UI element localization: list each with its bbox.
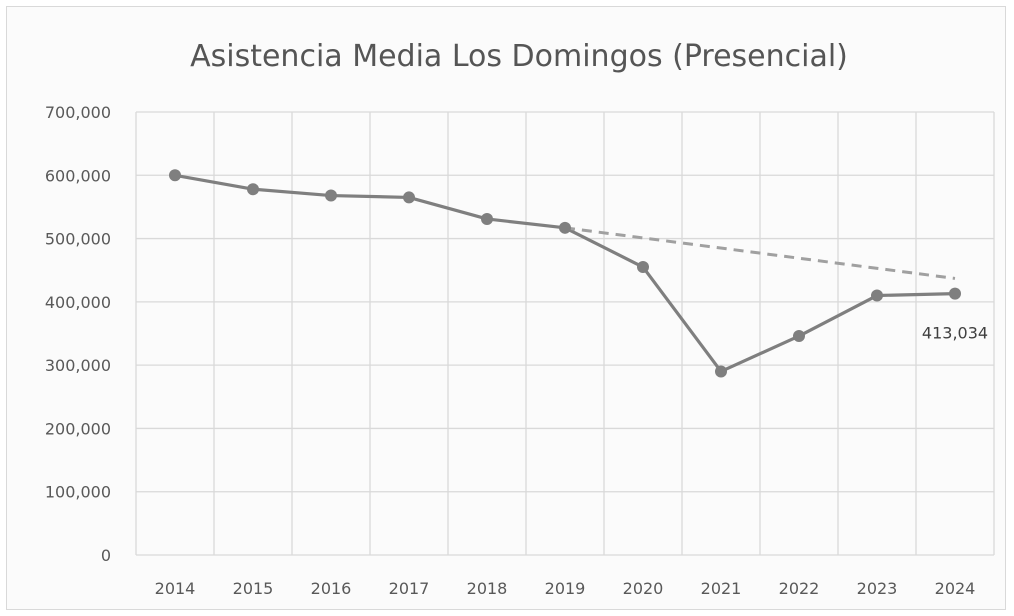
data-point bbox=[559, 221, 571, 234]
chart-frame bbox=[6, 6, 1006, 610]
y-tick-label: 300,000 bbox=[45, 356, 111, 375]
y-tick-label: 100,000 bbox=[45, 483, 111, 502]
data-point bbox=[169, 169, 181, 182]
x-tick-label: 2015 bbox=[233, 579, 274, 598]
y-tick-label: 400,000 bbox=[45, 293, 111, 312]
data-point bbox=[481, 212, 493, 225]
x-tick-label: 2014 bbox=[155, 579, 196, 598]
data-labels: 413,034 bbox=[922, 324, 988, 343]
y-tick-label: 700,000 bbox=[45, 103, 111, 122]
x-axis-ticks: 2014 2015 2016 2017 2018 2019 2020 2021 2022 2023… bbox=[155, 579, 976, 598]
data-point bbox=[403, 191, 415, 204]
chart-title: Asistencia Media Los Domingos (Presencia… bbox=[190, 39, 848, 74]
data-point bbox=[949, 287, 961, 300]
gridlines bbox=[135, 111, 995, 556]
x-tick-label: 2017 bbox=[389, 579, 430, 598]
y-tick-label: 500,000 bbox=[45, 230, 111, 249]
data-point bbox=[247, 183, 259, 196]
y-tick-label: 0 bbox=[101, 546, 111, 565]
x-tick-label: 2024 bbox=[935, 579, 976, 598]
x-tick-label: 2019 bbox=[545, 579, 586, 598]
x-tick-label: 2022 bbox=[779, 579, 820, 598]
data-point bbox=[325, 189, 337, 202]
x-tick-label: 2018 bbox=[467, 579, 508, 598]
data-label: 413,034 bbox=[922, 324, 988, 343]
data-point bbox=[793, 330, 805, 343]
data-point bbox=[715, 365, 727, 378]
trend-line-dashed bbox=[564, 226, 956, 280]
x-tick-label: 2016 bbox=[311, 579, 352, 598]
x-tick-label: 2023 bbox=[857, 579, 898, 598]
series-markers bbox=[169, 169, 961, 378]
data-point bbox=[871, 289, 883, 302]
x-tick-label: 2020 bbox=[623, 579, 664, 598]
y-tick-label: 600,000 bbox=[45, 166, 111, 185]
data-point bbox=[637, 261, 649, 274]
y-axis-ticks: 0 100,000 200,000 300,000 400,000 500,000 600,… bbox=[45, 103, 111, 565]
y-tick-label: 200,000 bbox=[45, 419, 111, 438]
x-tick-label: 2021 bbox=[701, 579, 742, 598]
